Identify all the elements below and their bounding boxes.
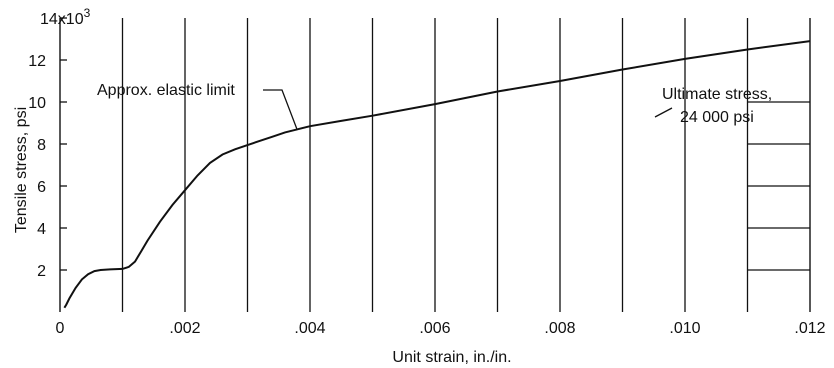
y-tick-label: 6 bbox=[37, 179, 46, 196]
y-axis-label: Tensile stress, psi bbox=[13, 107, 30, 233]
annotation-ultimate-stress: Ultimate stress, bbox=[662, 86, 772, 103]
y-tick-label: 2 bbox=[37, 263, 46, 280]
y-tick-labels: 2 4 6 8 10 12 14x103 bbox=[28, 6, 90, 280]
x-tick-label: .008 bbox=[544, 320, 575, 337]
stress-strain-curve bbox=[63, 40, 811, 309]
annotation-ultimate-value: 24 000 psi bbox=[680, 109, 754, 126]
y-tick-label: 14x103 bbox=[40, 6, 91, 28]
x-tick-label: .006 bbox=[419, 320, 450, 337]
x-tick-label: .012 bbox=[794, 320, 825, 337]
axes-frame bbox=[59, 17, 811, 312]
annotation-elastic-limit: Approx. elastic limit bbox=[97, 82, 235, 99]
x-tick-label: 0 bbox=[56, 320, 65, 337]
x-tick-label: .004 bbox=[294, 320, 325, 337]
grid-lines bbox=[121, 18, 749, 312]
y-tick-exponent: 3 bbox=[84, 6, 91, 20]
x-tick-label: .010 bbox=[669, 320, 700, 337]
y-tick-label: 4 bbox=[37, 221, 46, 238]
y-tick-label: 12 bbox=[28, 53, 46, 70]
x-tick-label: .002 bbox=[169, 320, 200, 337]
x-tick-labels: 0 .002 .004 .006 .008 .010 .012 bbox=[56, 320, 826, 337]
x-axis-label: Unit strain, in./in. bbox=[392, 349, 511, 366]
annotation-leader-line bbox=[263, 89, 298, 130]
y-tick-label: 10 bbox=[28, 95, 46, 112]
y-tick-label: 8 bbox=[37, 137, 46, 154]
annotation-pointer bbox=[654, 107, 673, 118]
annotations: Approx. elastic limit Ultimate stress, 24 … bbox=[97, 82, 772, 130]
